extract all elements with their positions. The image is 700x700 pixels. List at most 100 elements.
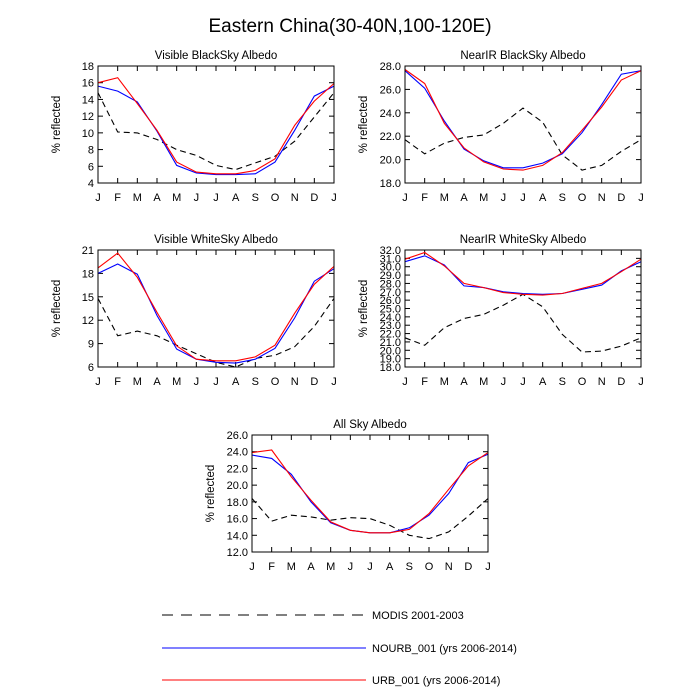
plot-frame bbox=[251, 434, 489, 553]
legend: MODIS 2001-2003 NOURB_001 (yrs 2006-2014)… bbox=[162, 610, 517, 687]
series-line-urb bbox=[97, 252, 335, 362]
series-line-nourb bbox=[404, 255, 642, 295]
x-tick-label: F bbox=[114, 192, 121, 204]
y-axis-label: % reflected bbox=[51, 280, 63, 338]
plot-frame bbox=[404, 249, 642, 368]
x-tick-label: A bbox=[460, 376, 468, 388]
x-tick-label: N bbox=[291, 376, 299, 388]
x-tick-label: A bbox=[460, 192, 468, 204]
plot-frame bbox=[97, 249, 335, 368]
x-tick-label: M bbox=[479, 376, 488, 388]
x-tick-label: F bbox=[421, 192, 428, 204]
x-tick-label: S bbox=[559, 192, 566, 204]
x-tick-label: D bbox=[310, 192, 318, 204]
x-tick-label: S bbox=[406, 561, 413, 573]
x-tick-label: A bbox=[539, 192, 547, 204]
chart-panel: NearIR BlackSky Albedo % reflected 18.0 20.… bbox=[358, 50, 644, 204]
x-tick-label: F bbox=[421, 376, 428, 388]
series-line-nourb bbox=[251, 453, 489, 534]
y-axis-label: % reflected bbox=[358, 96, 370, 154]
y-tick-label: 12 bbox=[82, 315, 94, 327]
x-tick-label: J bbox=[501, 192, 507, 204]
y-tick-label: 22.0 bbox=[380, 329, 401, 341]
series-line-modis bbox=[404, 293, 642, 353]
y-tick-label: 14.0 bbox=[227, 530, 248, 542]
x-tick-label: N bbox=[445, 561, 453, 573]
chart-panel: Visible BlackSky Albedo % reflected 4 6 8 10 1… bbox=[51, 50, 337, 204]
y-tick-label: 6 bbox=[88, 362, 94, 374]
x-tick-label: A bbox=[153, 192, 161, 204]
x-tick-label: M bbox=[479, 192, 488, 204]
x-tick-label: N bbox=[291, 192, 299, 204]
y-tick-label: 10 bbox=[82, 128, 94, 140]
y-tick-label: 32.0 bbox=[380, 245, 401, 257]
x-tick-label: M bbox=[287, 561, 296, 573]
chart-panels: Visible BlackSky Albedo % reflected 4 6 8 10 1… bbox=[51, 50, 644, 573]
y-tick-label: 20.0 bbox=[380, 345, 401, 357]
series-line-nourb bbox=[404, 70, 642, 169]
series-line-urb bbox=[404, 251, 642, 296]
legend-label-urb: URB_001 (yrs 2006-2014) bbox=[372, 675, 500, 687]
plot-frame bbox=[404, 65, 642, 184]
y-tick-label: 16.0 bbox=[227, 514, 248, 526]
y-tick-label: 18.0 bbox=[380, 178, 401, 190]
y-tick-label: 9 bbox=[88, 339, 94, 351]
x-tick-label: D bbox=[617, 192, 625, 204]
y-tick-label: 4 bbox=[88, 178, 94, 190]
legend-label-nourb: NOURB_001 (yrs 2006-2014) bbox=[372, 643, 517, 655]
x-tick-label: D bbox=[310, 376, 318, 388]
y-tick-label: 21 bbox=[82, 245, 94, 257]
figure-title: Eastern China(30-40N,100-120E) bbox=[208, 16, 491, 37]
x-tick-label: O bbox=[425, 561, 434, 573]
x-tick-label: F bbox=[114, 376, 121, 388]
x-tick-label: N bbox=[598, 376, 606, 388]
x-tick-label: M bbox=[172, 376, 181, 388]
panel-title: Visible WhiteSky Albedo bbox=[154, 234, 278, 246]
y-tick-label: 18 bbox=[82, 61, 94, 73]
y-tick-label: 26.0 bbox=[380, 84, 401, 96]
x-tick-label: M bbox=[440, 192, 449, 204]
legend-label-modis: MODIS 2001-2003 bbox=[372, 610, 464, 622]
series-line-nourb bbox=[97, 263, 335, 364]
y-axis-label: % reflected bbox=[358, 280, 370, 338]
chart-panel: NearIR WhiteSky Albedo % reflected 18.019.… bbox=[358, 234, 644, 388]
x-tick-label: J bbox=[501, 376, 507, 388]
y-tick-label: 26.0 bbox=[227, 430, 248, 442]
x-tick-label: O bbox=[578, 192, 587, 204]
y-tick-label: 29.0 bbox=[380, 270, 401, 282]
y-tick-label: 16 bbox=[82, 78, 94, 90]
x-tick-label: M bbox=[133, 376, 142, 388]
y-tick-label: 24.0 bbox=[380, 312, 401, 324]
x-tick-label: M bbox=[133, 192, 142, 204]
x-tick-label: J bbox=[331, 192, 337, 204]
y-tick-label: 14 bbox=[82, 94, 94, 106]
x-tick-label: J bbox=[402, 376, 408, 388]
x-tick-label: J bbox=[348, 561, 354, 573]
x-tick-label: J bbox=[638, 192, 644, 204]
y-tick-label: 8 bbox=[88, 145, 94, 157]
y-tick-label: 28.0 bbox=[380, 61, 401, 73]
y-axis-label: % reflected bbox=[205, 465, 217, 523]
x-tick-label: A bbox=[153, 376, 161, 388]
y-tick-label: 12 bbox=[82, 111, 94, 123]
y-tick-label: 18 bbox=[82, 268, 94, 280]
plot-frame bbox=[97, 65, 335, 184]
y-axis-label: % reflected bbox=[51, 96, 63, 154]
x-tick-label: A bbox=[386, 561, 394, 573]
y-tick-label: 31.0 bbox=[380, 253, 401, 265]
panel-title: NearIR BlackSky Albedo bbox=[460, 50, 585, 62]
y-tick-label: 20.0 bbox=[227, 480, 248, 492]
x-tick-label: J bbox=[95, 376, 101, 388]
x-tick-label: O bbox=[271, 376, 280, 388]
x-tick-label: J bbox=[249, 561, 255, 573]
x-tick-label: N bbox=[598, 192, 606, 204]
y-tick-label: 25.0 bbox=[380, 304, 401, 316]
x-tick-label: J bbox=[520, 192, 526, 204]
panel-title: Visible BlackSky Albedo bbox=[155, 50, 278, 62]
x-tick-label: A bbox=[232, 192, 240, 204]
y-tick-label: 24.0 bbox=[380, 108, 401, 120]
series-line-urb bbox=[251, 449, 489, 534]
x-tick-label: S bbox=[252, 192, 259, 204]
y-tick-label: 18.0 bbox=[380, 362, 401, 374]
